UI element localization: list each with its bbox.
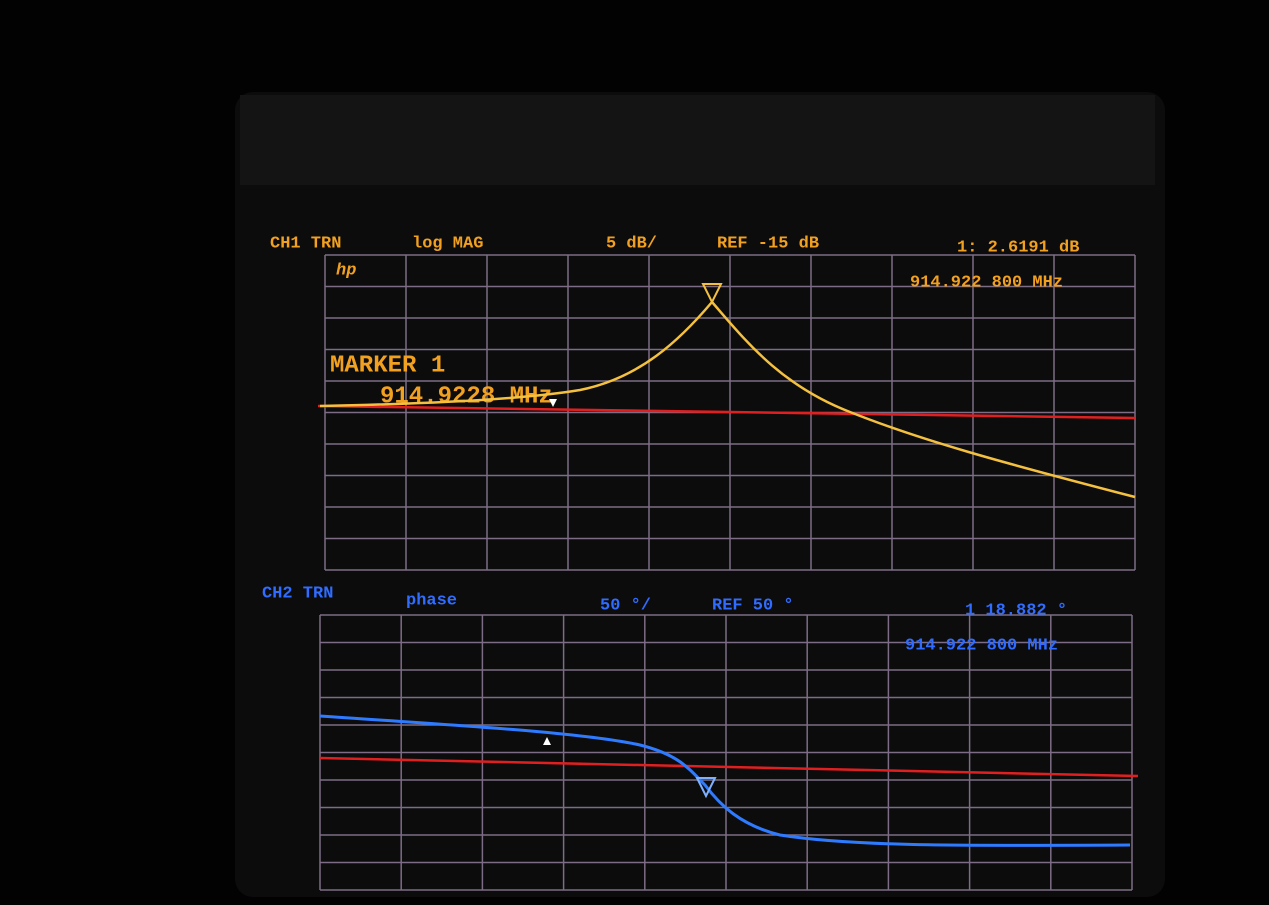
ch1-scale: 5 dB/ xyxy=(606,234,657,253)
ch1-reference: REF -15 dB xyxy=(717,234,819,253)
ch2-marker xyxy=(695,777,717,799)
ch2-reference-line xyxy=(319,756,1139,778)
grid-ch2 xyxy=(319,614,1133,891)
ch1-marker-arrow xyxy=(549,399,557,407)
ch1-format: log MAG xyxy=(412,234,483,253)
ch2-marker-readout: 1 18.882 ° xyxy=(965,601,1067,620)
ch2-marker-arrow xyxy=(543,737,551,745)
ch2-scale: 50 °/ xyxy=(600,596,651,615)
ch1-marker xyxy=(701,283,723,305)
ch2-format: phase xyxy=(406,591,457,610)
ch2-channel: CH2 TRN xyxy=(262,584,333,603)
hp-logo: hp xyxy=(336,261,356,280)
grid-ch1 xyxy=(324,254,1136,571)
ch1-marker-frequency: 914.922 800 MHz xyxy=(910,273,1063,292)
ch1-reference-line xyxy=(317,404,1136,420)
ch2-marker-frequency: 914.922 800 MHz xyxy=(905,636,1058,655)
ch2-reference: REF 50 ° xyxy=(712,596,794,615)
screen-glare xyxy=(240,95,1155,185)
screen xyxy=(235,92,1165,897)
ch1-marker-readout: 1: 2.6191 dB xyxy=(957,238,1079,257)
ch1-channel: CH1 TRN xyxy=(270,234,341,253)
marker-title: MARKER 1 xyxy=(330,352,445,379)
ch2-trace xyxy=(319,714,1131,847)
